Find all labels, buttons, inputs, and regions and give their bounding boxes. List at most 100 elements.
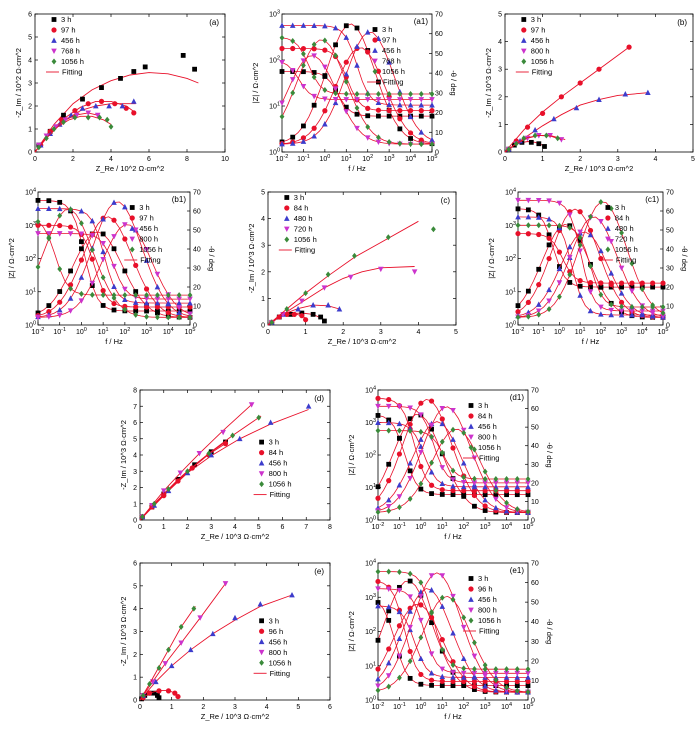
legend-label-2: 84 h: [294, 204, 309, 213]
x-tick-label: 4: [109, 156, 113, 163]
y2-tick-label: 20: [193, 285, 201, 292]
phase-point: [354, 43, 360, 49]
y-tick-label: 104: [365, 386, 376, 395]
modulus-point: [428, 482, 435, 488]
legend-marker-3: [258, 638, 265, 645]
phase-point: [385, 504, 392, 510]
phase-point: [46, 314, 52, 320]
modulus-point: [407, 427, 413, 434]
legend-label-4: 768 h: [382, 57, 401, 66]
data-point: [197, 615, 203, 621]
modulus-point: [439, 678, 445, 684]
phase-point: [482, 496, 488, 503]
panel-label: (e1): [510, 566, 525, 575]
modulus-point: [577, 278, 583, 284]
y2-tick-label: 0: [193, 323, 197, 330]
modulus-point: [639, 304, 645, 311]
y2-tick-label: 20: [666, 285, 674, 292]
phase-point: [176, 305, 182, 311]
y-tick-label: 100: [25, 321, 36, 330]
phase-point: [450, 426, 456, 433]
legend-fitting-label: Fitting: [270, 669, 290, 678]
modulus-point: [279, 69, 285, 74]
modulus-point: [354, 91, 360, 98]
data-point: [220, 429, 226, 436]
x-axis-label: f / Hz: [105, 337, 123, 346]
y-tick-label: 3: [498, 67, 502, 74]
phase-point: [515, 303, 521, 309]
fit-curve-3: [504, 92, 648, 153]
x-tick-label: 102: [595, 327, 606, 336]
phase-point: [407, 416, 413, 422]
legend-fitting-label: Fitting: [383, 78, 403, 87]
modulus-point: [650, 284, 656, 290]
modulus-point: [450, 483, 456, 489]
x-tick-label: 103: [480, 522, 491, 531]
y-tick-label: 2: [498, 94, 502, 101]
phase-point: [376, 134, 381, 141]
data-point: [256, 414, 262, 421]
modulus-point: [482, 483, 488, 490]
modulus-point: [514, 683, 520, 689]
modulus-point: [376, 91, 381, 98]
x-tick-label: 1: [162, 524, 166, 531]
phase-point: [187, 311, 193, 317]
phase-point: [133, 262, 139, 268]
data-point: [123, 105, 129, 111]
phase-point: [493, 504, 499, 511]
x-axis-label: f / Hz: [444, 712, 462, 721]
modulus-point: [598, 311, 604, 317]
phase-point: [428, 587, 435, 593]
data-point: [558, 137, 565, 143]
modulus-point: [385, 586, 392, 592]
phase-point: [311, 125, 317, 131]
y-tick-label: 102: [269, 56, 280, 65]
modulus-point: [111, 263, 117, 270]
x-axis-label: Z_Re / 10^2 Ω·cm^2: [96, 164, 165, 173]
modulus-point: [587, 280, 594, 286]
modulus-point: [375, 419, 381, 425]
phase-point: [111, 246, 117, 252]
data-point: [305, 403, 312, 409]
legend-marker-4: [468, 607, 474, 613]
data-point: [513, 140, 519, 147]
panel-label: (e): [314, 567, 324, 576]
phase-point: [176, 314, 182, 321]
modulus-point: [397, 97, 403, 103]
modulus-point: [514, 492, 520, 498]
phase-point: [100, 216, 106, 222]
y2-tick-label: 60: [531, 580, 539, 587]
modulus-point: [608, 311, 615, 318]
legend-label-3: 456 h: [382, 46, 401, 55]
phase-point: [472, 503, 477, 509]
phase-point: [472, 639, 477, 646]
data-point: [151, 690, 157, 696]
phase-point: [418, 129, 425, 135]
legend-label-4: 800 h: [531, 47, 550, 56]
plot-frame: [504, 13, 694, 153]
x-tick-label: 5: [257, 524, 261, 531]
x-tick-label: 105: [427, 154, 438, 163]
phase-point: [364, 29, 371, 35]
modulus-point: [333, 90, 338, 97]
phase-point: [598, 284, 604, 290]
modulus-point: [100, 303, 106, 308]
legend-label-2: 84 h: [478, 412, 493, 421]
phase-point: [407, 605, 413, 611]
x-tick-label: 1: [541, 156, 545, 163]
phase-point: [375, 687, 381, 694]
y-tick-label: 1: [133, 501, 137, 508]
y2-tick-label: 60: [666, 209, 674, 216]
modulus-point: [418, 617, 424, 624]
phase-point: [461, 493, 467, 499]
modulus-point: [386, 617, 392, 623]
modulus-point: [450, 467, 456, 474]
phase-point: [504, 684, 509, 691]
x-tick-label: 10-1: [393, 522, 406, 531]
plot-frame: [281, 13, 433, 153]
data-point: [147, 681, 152, 688]
modulus-point: [407, 102, 414, 108]
data-point: [160, 488, 167, 494]
modulus-point: [503, 480, 510, 486]
data-point: [47, 130, 53, 136]
